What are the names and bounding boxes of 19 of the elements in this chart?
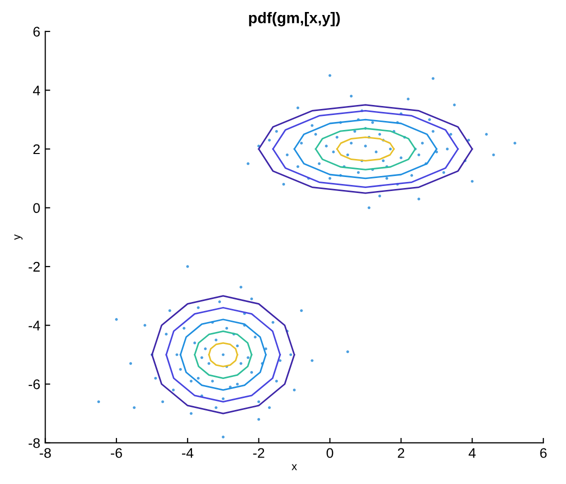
y-tick-label: 6	[33, 26, 40, 37]
x-tick-label: 0	[326, 448, 334, 458]
y-tick-label: 4	[33, 86, 40, 96]
y-tick-label: -8	[28, 438, 40, 448]
x-tick-label: 2	[398, 448, 404, 458]
x-tick-label: 6	[540, 448, 547, 458]
y-axis-title: y	[14, 234, 23, 240]
x-tick-label: -6	[110, 448, 122, 458]
y-tick-label: 0	[33, 203, 40, 213]
x-tick-label: -4	[182, 448, 194, 458]
x-axis-title: x	[292, 464, 297, 470]
y-tick-label: -4	[28, 320, 40, 330]
x-tick-label: -8	[40, 448, 51, 458]
y-tick-label: -2	[28, 262, 40, 272]
y-tick-label: -6	[28, 379, 40, 390]
y-tick-label: 2	[33, 144, 40, 154]
x-tick-label: 4	[468, 448, 476, 458]
chart-title: pdf(gm,[x,y])	[249, 12, 340, 26]
x-tick-label: -2	[253, 448, 264, 458]
